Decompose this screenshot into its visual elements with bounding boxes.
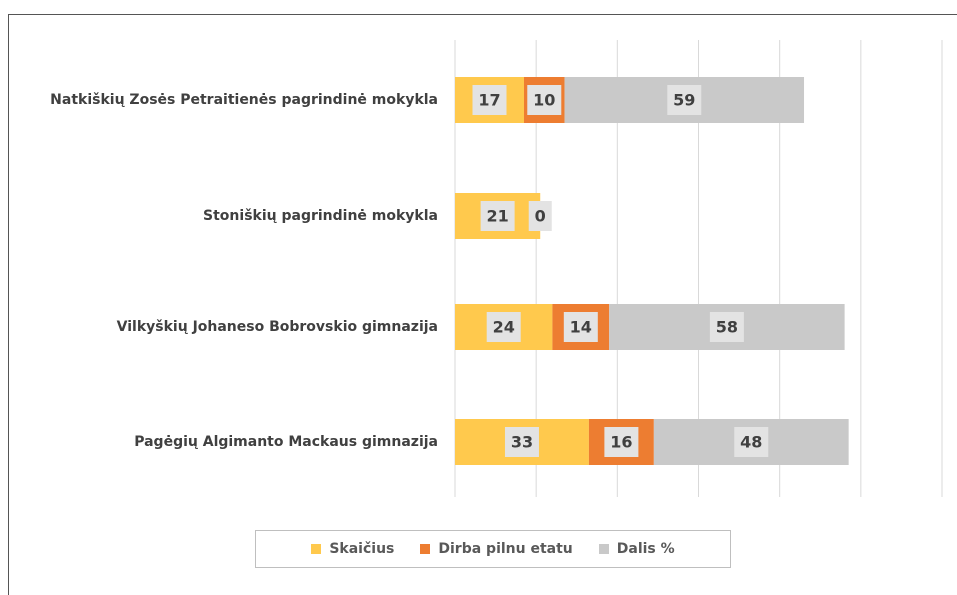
- category-label: Natkiškių Zosės Petraitienės pagrindinė …: [10, 70, 438, 130]
- legend-item: Skaičius: [311, 541, 394, 557]
- data-label: 17: [478, 91, 500, 110]
- data-label-bg: [504, 427, 539, 457]
- data-label-bg: [480, 201, 515, 231]
- legend-item: Dalis %: [598, 541, 675, 557]
- data-label: 33: [511, 433, 533, 452]
- data-label: 10: [533, 91, 555, 110]
- legend-swatch: [311, 544, 322, 554]
- data-label: 14: [570, 318, 592, 337]
- chart: 17 10 59 21 0 24 14 58 33 16 48: [454, 40, 943, 497]
- chart-frame: [8, 14, 957, 595]
- data-label-bg: [528, 201, 552, 231]
- data-label-bg: [486, 312, 521, 342]
- data-label-bg: [563, 312, 598, 342]
- data-label: 24: [493, 318, 515, 337]
- legend-swatch: [598, 544, 609, 554]
- category-text: Natkiškių Zosės Petraitienės pagrindinė …: [50, 92, 438, 108]
- legend-swatch: [420, 544, 431, 554]
- data-label-bg: [734, 427, 769, 457]
- data-label: 59: [673, 91, 695, 110]
- category-text: Stoniškių pagrindinė mokykla: [203, 208, 438, 224]
- data-label: 58: [716, 318, 738, 337]
- category-label: Pagėgių Algimanto Mackaus gimnazija: [10, 412, 438, 472]
- legend: Skaičius Dirba pilnu etatu Dalis %: [255, 530, 731, 568]
- data-label-bg: [667, 85, 702, 115]
- data-label: 16: [610, 433, 632, 452]
- data-label-bg: [472, 85, 507, 115]
- legend-label: Skaičius: [329, 541, 395, 557]
- category-text: Vilkyškių Johaneso Bobrovskio gimnazija: [116, 319, 438, 335]
- legend-label: Dalis %: [616, 541, 675, 557]
- legend-item: Dirba pilnu etatu: [420, 541, 573, 557]
- legend-label: Dirba pilnu etatu: [438, 541, 573, 557]
- page: {"chart_data": {"type": "stacked-barh", …: [8, 14, 957, 595]
- data-label: 0: [535, 207, 546, 226]
- data-label-bg: [709, 312, 744, 342]
- data-label-bg: [527, 85, 562, 115]
- category-label: Vilkyškių Johaneso Bobrovskio gimnazija: [10, 297, 438, 357]
- category-label: Stoniškių pagrindinė mokykla: [10, 186, 438, 246]
- data-label: 48: [740, 433, 762, 452]
- data-label: 21: [486, 207, 508, 226]
- data-label-bg: [604, 427, 639, 457]
- category-text: Pagėgių Algimanto Mackaus gimnazija: [134, 434, 438, 450]
